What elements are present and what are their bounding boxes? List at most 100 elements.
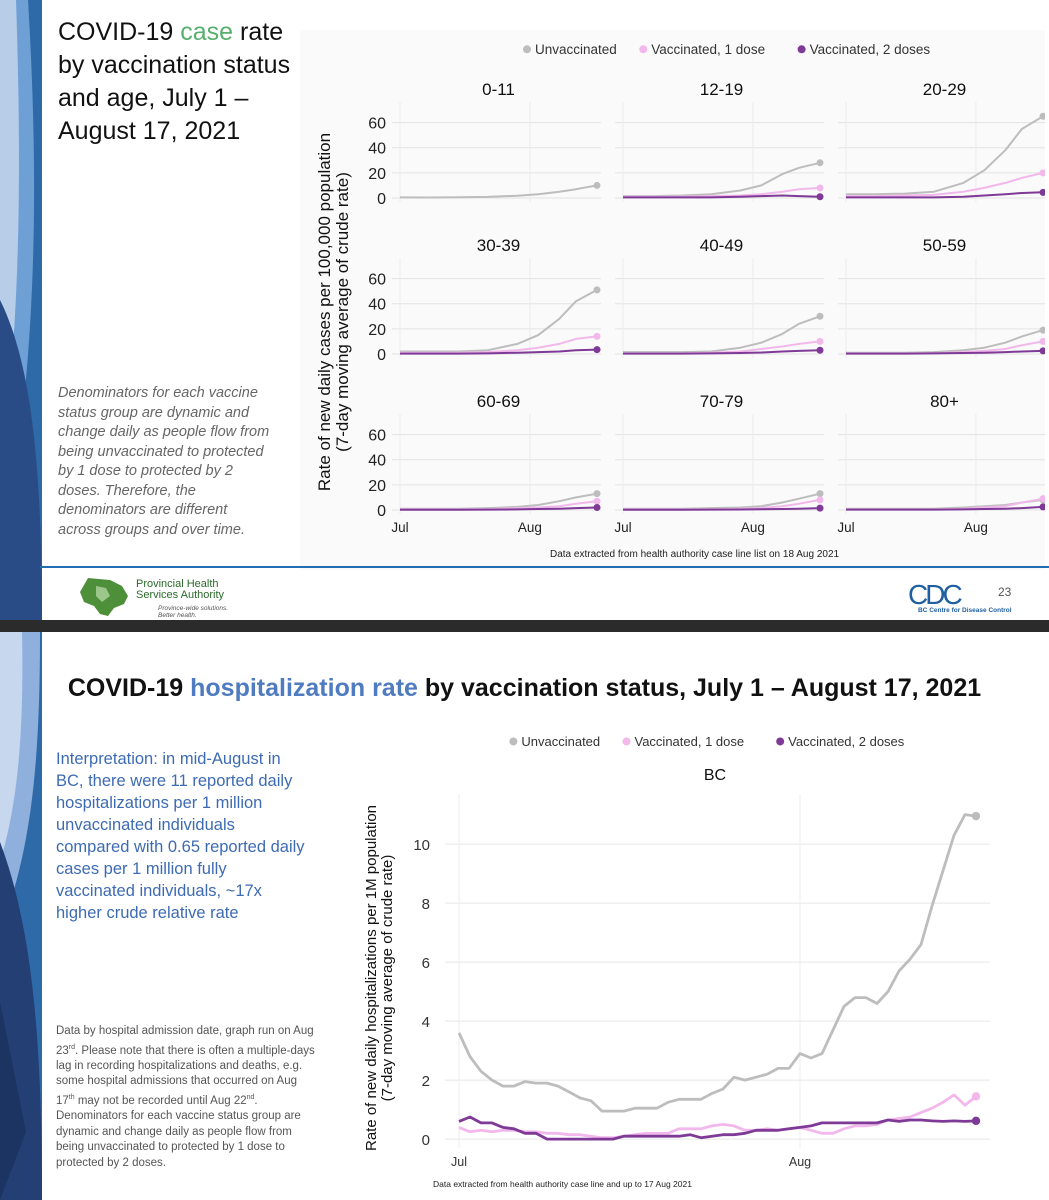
x-tick-label: Jul [391,520,408,535]
series-end-point [816,337,824,345]
series-end-point [816,312,824,320]
bccdc-logo-letters: CDC [908,579,962,610]
series-end-point [816,159,824,167]
y-tick-label: 4 [422,1014,430,1031]
facet-title: 20-29 [923,80,966,99]
facet-panel: 20-29 [838,80,1045,202]
y-tick-label: 6 [422,955,430,972]
series-end-point [1039,112,1045,120]
slide-case-rate: COVID-19 case rate by vaccination status… [0,0,1049,620]
series-end-point [593,497,601,505]
series-end-point [1039,326,1045,334]
series-line [400,506,598,511]
series-line [846,171,1044,198]
series-end-point [971,811,981,821]
series-end-point [1039,495,1045,503]
facet-panel: 70-79 Jul Aug [614,392,824,535]
chart-title: BC [704,767,726,784]
series-end-point [593,490,601,498]
page-number: 23 [998,585,1012,599]
chart-footnote: Data extracted from health authority cas… [433,1179,692,1189]
phsa-tagline: Province-wide solutions. Better health. [158,605,229,619]
series-end-point [816,184,824,192]
x-tick-label: Aug [518,520,542,535]
x-tick-label: Aug [789,1155,811,1169]
series-end-point [1039,347,1045,355]
y-tick-label: 0 [422,1132,430,1149]
plot-background [300,30,1045,570]
y-axis-label: Rate of new daily hospitalizations per 1… [363,805,396,1151]
slide-title: COVID-19 case rate by vaccination status… [58,18,291,145]
facet-panel: 50-59 [838,236,1045,358]
y-axis-label: Rate of new daily cases per 100,000 popu… [315,133,352,491]
slide-separator [0,620,1049,632]
plot-area: 0 2 4 6 8 10 Jul Aug [413,794,990,1169]
series-line [846,349,1044,355]
facet-title: 40-49 [700,236,743,255]
series-line [623,349,821,355]
series-end-point [593,181,601,189]
y-tick-label: 10 [413,837,430,854]
legend-label: Vaccinated, 1 dose [651,42,765,57]
x-tick-label: Jul [837,520,854,535]
series-line [399,184,598,199]
facet-title: 60-69 [477,392,520,411]
x-tick-label: Aug [964,520,988,535]
chart-legend: Unvaccinated Vaccinated, 1 dose Vaccinated… [523,42,930,57]
legend-marker [523,45,532,54]
slide-side-decoration [0,632,42,1200]
facet-title: 50-59 [923,236,966,255]
y-tick-label: 8 [422,896,430,913]
facet-panel: 60-69 0 20 40 60 Jul Aug [368,392,601,535]
data-note: Data by hospital admission date, graph r… [56,1025,315,1169]
bccdc-name: BC Centre for Disease Control [918,607,1012,614]
chart-footnote: Data extracted from health authority cas… [550,549,840,560]
slide-title: COVID-19 hospitalization rate by vaccina… [67,674,982,702]
series-end-point [816,193,824,201]
series-line [846,191,1044,199]
y-tick-label: 40 [368,297,386,314]
legend-label: Vaccinated, 1 dose [635,734,745,749]
series-line [458,1093,977,1140]
y-tick-label: 60 [368,272,386,289]
y-tick-label: 2 [422,1073,430,1090]
phsa-name: Provincial Health Services Authority [136,578,225,601]
series-line [623,315,821,354]
series-end-point [1039,503,1045,511]
bccdc-logo: CDC [908,579,965,610]
series-line [400,289,598,353]
slide-side-decoration [0,0,42,620]
legend-marker [797,45,806,54]
series-line [623,507,821,511]
y-tick-label: 20 [368,166,386,183]
legend-label: Unvaccinated [535,42,617,57]
facet-panel: 40-49 [615,236,824,358]
series-end-point [593,332,601,340]
y-tick-label: 20 [368,322,386,339]
x-tick-label: Jul [614,520,631,535]
legend-marker [622,737,631,746]
series-end-point [971,1092,981,1101]
legend-marker [509,737,518,746]
y-tick-label: 40 [368,141,386,158]
series-end-point [816,346,824,354]
y-tick-label: 60 [368,116,386,133]
legend-label: Vaccinated, 2 doses [810,42,931,57]
y-tick-label: 0 [377,503,386,520]
y-tick-label: 40 [368,453,386,470]
series-end-point [1039,169,1045,177]
slide-footer: Provincial Health Services Authority Prov… [40,566,1049,620]
y-tick-label: 0 [377,347,386,364]
facet-title: 0-11 [482,80,515,99]
x-tick-label: Jul [451,1155,467,1169]
interpretation-text: Interpretation: in mid-August in BC, the… [56,750,305,922]
series-end-point [816,496,824,504]
hospitalization-rate-chart: Unvaccinated Vaccinated, 1 dose Vaccinated… [363,734,990,1189]
y-tick-label: 0 [377,191,386,208]
x-tick-label: Aug [741,520,765,535]
series-line [400,348,598,355]
facet-title: 70-79 [700,392,743,411]
series-end-point [816,504,824,512]
series-end-point [593,346,601,354]
series-line [623,194,821,199]
